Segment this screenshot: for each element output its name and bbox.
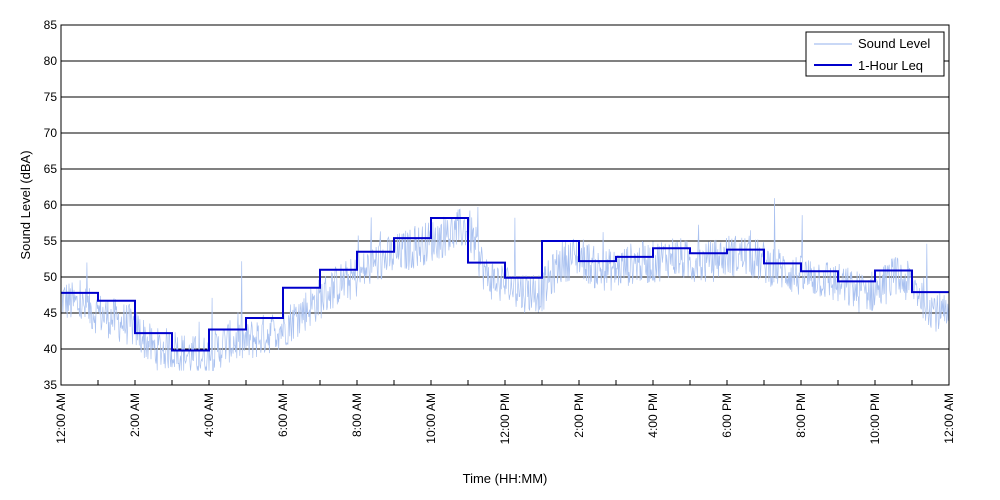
x-tick-label: 12:00 AM	[54, 393, 68, 444]
legend-sound-level-label: Sound Level	[858, 36, 930, 51]
x-tick-label: 12:00 AM	[942, 393, 956, 444]
y-axis-title: Sound Level (dBA)	[18, 150, 33, 259]
legend-leq-label: 1-Hour Leq	[858, 58, 923, 73]
y-tick-label: 45	[44, 306, 58, 320]
y-tick-label: 65	[44, 162, 58, 176]
y-tick-label: 50	[44, 270, 58, 284]
y-tick-label: 40	[44, 342, 58, 356]
x-tick-label: 10:00 AM	[424, 393, 438, 444]
y-tick-label: 80	[44, 54, 58, 68]
x-tick-label: 6:00 AM	[276, 393, 290, 437]
y-axis: 35 40 45 50 55 60 65 70 75 80 85	[44, 18, 66, 392]
x-tick-label: 4:00 PM	[646, 393, 660, 438]
x-tick-label: 12:00 PM	[498, 393, 512, 444]
leq-series	[61, 216, 949, 352]
y-tick-label: 55	[44, 234, 58, 248]
x-tick-label: 8:00 AM	[350, 393, 364, 437]
x-tick-label: 8:00 PM	[794, 393, 808, 438]
x-tick-label: 10:00 PM	[868, 393, 882, 444]
x-tick-label: 2:00 AM	[128, 393, 142, 437]
legend: Sound Level 1-Hour Leq	[805, 31, 945, 77]
x-tick-label: 6:00 PM	[720, 393, 734, 438]
x-tick-label: 4:00 AM	[202, 393, 216, 437]
x-axis-title: Time (HH:MM)	[463, 471, 548, 486]
x-axis: 12:00 AM 2:00 AM 4:00 AM 6:00 AM 8:00 AM 10:0…	[54, 380, 956, 444]
y-tick-label: 85	[44, 18, 58, 32]
sound-level-line	[60, 198, 950, 371]
y-tick-label: 75	[44, 90, 58, 104]
leq-step-line	[61, 216, 949, 352]
y-tick-label: 70	[44, 126, 58, 140]
legend-box	[805, 31, 945, 77]
y-tick-label: 35	[44, 378, 58, 392]
y-tick-label: 60	[44, 198, 58, 212]
x-tick-label: 2:00 PM	[572, 393, 586, 438]
sound-level-series	[60, 198, 950, 371]
